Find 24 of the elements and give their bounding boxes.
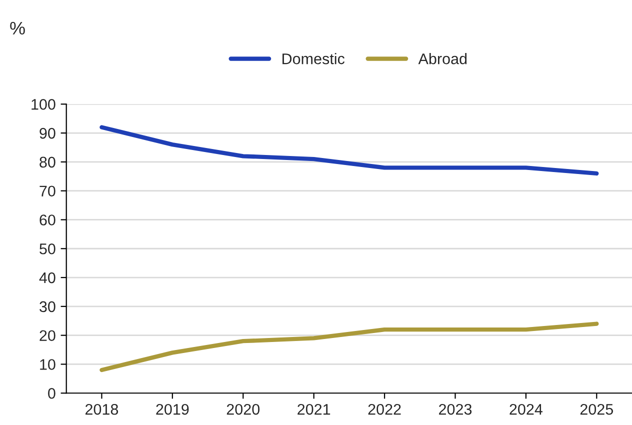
y-tick-label: 40 (39, 272, 56, 284)
x-tick-label: 2024 (510, 404, 542, 415)
x-tick-label: 2022 (368, 404, 401, 415)
x-tick-label: 2020 (226, 404, 260, 415)
x-tick-label: 2018 (85, 404, 118, 415)
legend-label: Abroad (418, 53, 467, 64)
y-tick-label: 60 (40, 214, 56, 226)
line-series (100, 322, 599, 372)
y-tick-label: 0 (48, 388, 56, 399)
x-tick-label: 2023 (439, 404, 472, 415)
x-tick-label: 2019 (156, 404, 189, 415)
y-tick-label: 90 (40, 128, 56, 139)
x-tick-label: 2021 (298, 404, 330, 415)
legend-label: Domestic (282, 53, 345, 64)
y-tick-label: 80 (40, 156, 56, 168)
y-axis-title: % (10, 22, 25, 35)
y-tick-label: 50 (40, 243, 56, 254)
x-tick-label: 2025 (580, 404, 613, 415)
y-tick-label: 70 (40, 186, 56, 197)
y-tick-label: 20 (40, 330, 56, 342)
line-series (100, 125, 599, 176)
y-tick-label: 100 (32, 98, 56, 110)
y-tick-label: 10 (40, 359, 56, 370)
y-tick-label: 30 (40, 301, 56, 312)
